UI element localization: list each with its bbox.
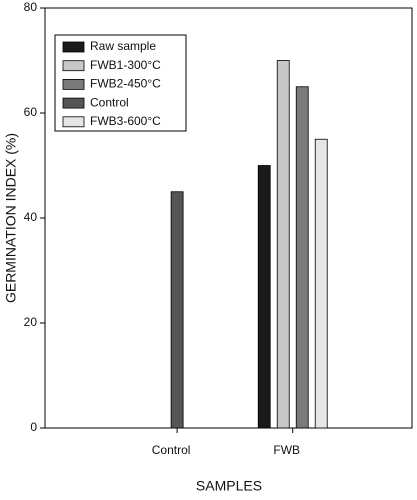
legend-swatch: [62, 97, 85, 109]
bar: [170, 191, 184, 429]
legend-label: Control: [90, 95, 129, 109]
legend-swatch: [62, 116, 85, 128]
bar: [314, 138, 328, 429]
y-tick-label: 0: [30, 420, 37, 434]
x-tick-label: Control: [152, 443, 191, 457]
y-tick-label: 60: [24, 105, 38, 119]
bar: [295, 86, 309, 429]
legend-label: Raw sample: [90, 39, 156, 53]
legend-label: FWB1-300°C: [90, 58, 161, 72]
legend-swatch: [62, 41, 85, 53]
y-axis-label: GERMINATION INDEX (%): [3, 133, 19, 303]
x-axis-label: SAMPLES: [196, 478, 262, 494]
y-tick-label: 40: [24, 210, 38, 224]
bar: [257, 165, 271, 429]
x-tick-label: FWB: [273, 443, 300, 457]
legend-swatch: [62, 60, 85, 72]
y-tick-label: 20: [24, 315, 38, 329]
y-tick-label: 80: [24, 0, 38, 14]
legend-label: FWB2-450°C: [90, 77, 161, 91]
bar: [276, 60, 290, 429]
legend-label: FWB3-600°C: [90, 114, 161, 128]
legend-swatch: [62, 79, 85, 90]
